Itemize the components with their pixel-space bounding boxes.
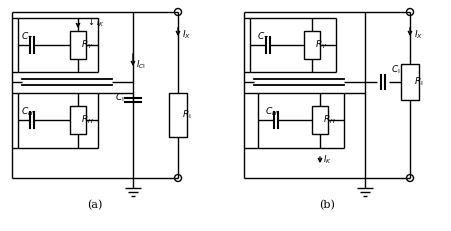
Text: $R_H$: $R_H$ bbox=[323, 114, 336, 126]
Bar bbox=[304, 31, 320, 59]
Text: $R_Y$: $R_Y$ bbox=[81, 39, 93, 51]
Text: $I_{C{\rm I}}$: $I_{C{\rm I}}$ bbox=[136, 59, 146, 71]
Text: $C_Y$: $C_Y$ bbox=[21, 30, 33, 43]
Text: $R_{\rm I}$: $R_{\rm I}$ bbox=[182, 109, 192, 121]
Text: $C_Y$: $C_Y$ bbox=[257, 30, 269, 43]
Bar bbox=[401, 64, 419, 100]
Text: $I_K$: $I_K$ bbox=[323, 154, 332, 166]
Text: $C_H$: $C_H$ bbox=[265, 106, 277, 118]
Text: $R_H$: $R_H$ bbox=[81, 114, 94, 126]
Text: $C_H$: $C_H$ bbox=[21, 106, 33, 118]
Bar bbox=[70, 31, 86, 59]
Text: $I_X$: $I_X$ bbox=[182, 29, 191, 41]
Text: $I_X$: $I_X$ bbox=[414, 29, 423, 41]
Text: (b): (b) bbox=[319, 200, 335, 210]
Text: $R_Y$: $R_Y$ bbox=[315, 39, 327, 51]
Text: $C_{\rm I}$: $C_{\rm I}$ bbox=[391, 64, 400, 76]
Text: $C_{\rm I}$: $C_{\rm I}$ bbox=[115, 92, 124, 104]
Text: (a): (a) bbox=[87, 200, 103, 210]
Bar bbox=[312, 106, 328, 134]
Text: $R_{\rm I}$: $R_{\rm I}$ bbox=[414, 76, 423, 88]
Bar bbox=[169, 93, 187, 137]
Text: $\downarrow I_K$: $\downarrow I_K$ bbox=[86, 17, 105, 29]
Bar bbox=[70, 106, 86, 134]
